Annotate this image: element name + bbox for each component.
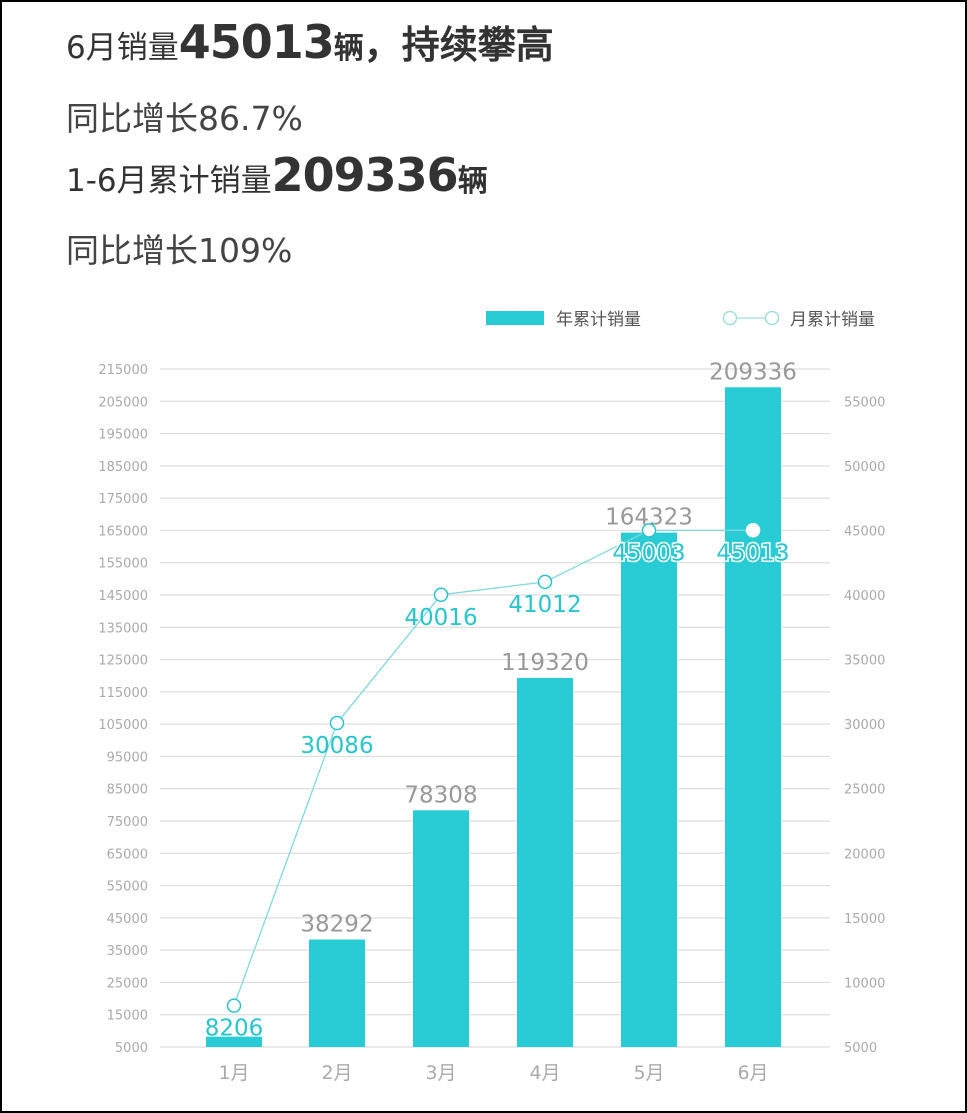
line-value-label: 8206: [205, 1016, 264, 1042]
left-axis-tick: 5000: [115, 1041, 148, 1056]
left-axis-tick: 195000: [98, 428, 148, 443]
line-point-marker[interactable]: [226, 998, 242, 1013]
left-axis-tick: 165000: [98, 524, 148, 539]
left-axis-tick: 125000: [98, 654, 148, 669]
bar-value-label: 78308: [404, 782, 477, 808]
line-value-label: 45003: [612, 540, 685, 566]
legend-line-label: 月累计销量: [790, 310, 875, 330]
left-axis-tick: 95000: [107, 750, 148, 765]
left-axis-tick: 55000: [107, 880, 148, 895]
x-axis-tick: 4月: [529, 1062, 560, 1084]
right-axis-tick: 25000: [844, 783, 885, 798]
legend-item-bar[interactable]: 年累计销量: [486, 305, 641, 330]
line-value-label: 30086: [300, 733, 373, 759]
left-axis-tick: 75000: [107, 815, 148, 830]
x-axis: 1月 2月 3月 4月 5月 6月: [218, 1062, 768, 1084]
left-y-axis: 215000 205000 195000 185000 175000 165000 1550…: [98, 363, 148, 1056]
left-axis-tick: 215000: [98, 363, 148, 378]
bar[interactable]: [517, 677, 573, 1047]
left-axis-tick: 205000: [98, 395, 148, 410]
right-y-axis: 55000 50000 45000 40000 35000 30000 25000 20000…: [844, 395, 885, 1056]
bar-series: [206, 387, 781, 1047]
right-axis-tick: 15000: [844, 912, 885, 927]
line-point-marker[interactable]: [329, 715, 345, 731]
headline-june-sales: 6月销量45013辆，持续攀高: [66, 14, 554, 69]
right-axis-tick: 10000: [844, 976, 885, 991]
headline-suffix: ，持续攀高: [363, 23, 554, 67]
bar-value-label: 38292: [300, 912, 373, 938]
ytd-prefix: 1-6月累计销量: [66, 163, 272, 199]
right-axis-tick: 5000: [844, 1041, 877, 1056]
right-axis-tick: 45000: [844, 524, 885, 539]
left-axis-tick: 65000: [107, 847, 148, 862]
bar[interactable]: [725, 387, 781, 1047]
line-path: [233, 529, 754, 1006]
line-series: 8206 30086 40016 41012 45003 45013: [205, 523, 791, 1042]
right-axis-tick: 20000: [844, 847, 885, 862]
left-axis-tick: 15000: [107, 1009, 148, 1024]
x-axis-tick: 2月: [321, 1062, 352, 1084]
line-marker-icon: [722, 310, 780, 325]
line-point-marker[interactable]: [537, 574, 553, 590]
line-value-label: 45013: [716, 540, 789, 566]
line-value-label: 41012: [508, 592, 581, 618]
bar-value-label: 209336: [709, 359, 797, 385]
june-yoy-growth: 同比增长86.7%: [66, 99, 303, 138]
bar[interactable]: [621, 532, 677, 1047]
gridlines: [160, 368, 830, 1048]
right-axis-tick: 55000: [844, 395, 885, 410]
right-axis-tick: 40000: [844, 589, 885, 604]
x-axis-tick: 5月: [633, 1062, 664, 1084]
ytd-sales-number: 209336: [271, 148, 459, 202]
bar-value-label: 119320: [501, 650, 589, 676]
x-axis-tick: 6月: [737, 1062, 768, 1084]
line-point-marker[interactable]: [745, 523, 761, 538]
line-value-label: 40016: [404, 605, 477, 631]
left-axis-tick: 185000: [98, 460, 148, 475]
left-axis-tick: 85000: [107, 783, 148, 798]
line-point-marker[interactable]: [433, 587, 449, 603]
left-axis-tick: 135000: [98, 621, 148, 636]
right-axis-tick: 30000: [844, 718, 885, 733]
left-axis-tick: 35000: [107, 944, 148, 959]
left-axis-tick: 115000: [98, 686, 148, 701]
unit-label: 辆: [457, 164, 488, 199]
headline-ytd-sales: 1-6月累计销量209336辆: [66, 148, 488, 202]
x-axis-tick: 1月: [218, 1062, 249, 1084]
headline-prefix: 6月销量: [66, 30, 179, 66]
bar[interactable]: [413, 810, 469, 1047]
left-axis-tick: 155000: [98, 557, 148, 572]
right-axis-tick: 35000: [844, 654, 885, 669]
unit-label: 辆: [333, 31, 364, 66]
june-sales-number: 45013: [178, 15, 335, 69]
legend-bar-label: 年累计销量: [556, 310, 641, 330]
left-axis-tick: 105000: [98, 718, 148, 733]
bar[interactable]: [206, 1036, 262, 1047]
left-axis-tick: 25000: [107, 976, 148, 991]
bar-swatch-icon: [486, 310, 544, 325]
bar[interactable]: [309, 939, 365, 1047]
left-axis-tick: 175000: [98, 492, 148, 507]
line-point-marker[interactable]: [641, 523, 657, 538]
left-axis-tick: 145000: [98, 589, 148, 604]
right-axis-tick: 50000: [844, 460, 885, 475]
ytd-yoy-growth: 同比增长109%: [66, 231, 293, 270]
legend-item-line[interactable]: 月累计销量: [722, 305, 875, 330]
left-axis-tick: 45000: [107, 912, 148, 927]
x-axis-tick: 3月: [425, 1062, 456, 1084]
